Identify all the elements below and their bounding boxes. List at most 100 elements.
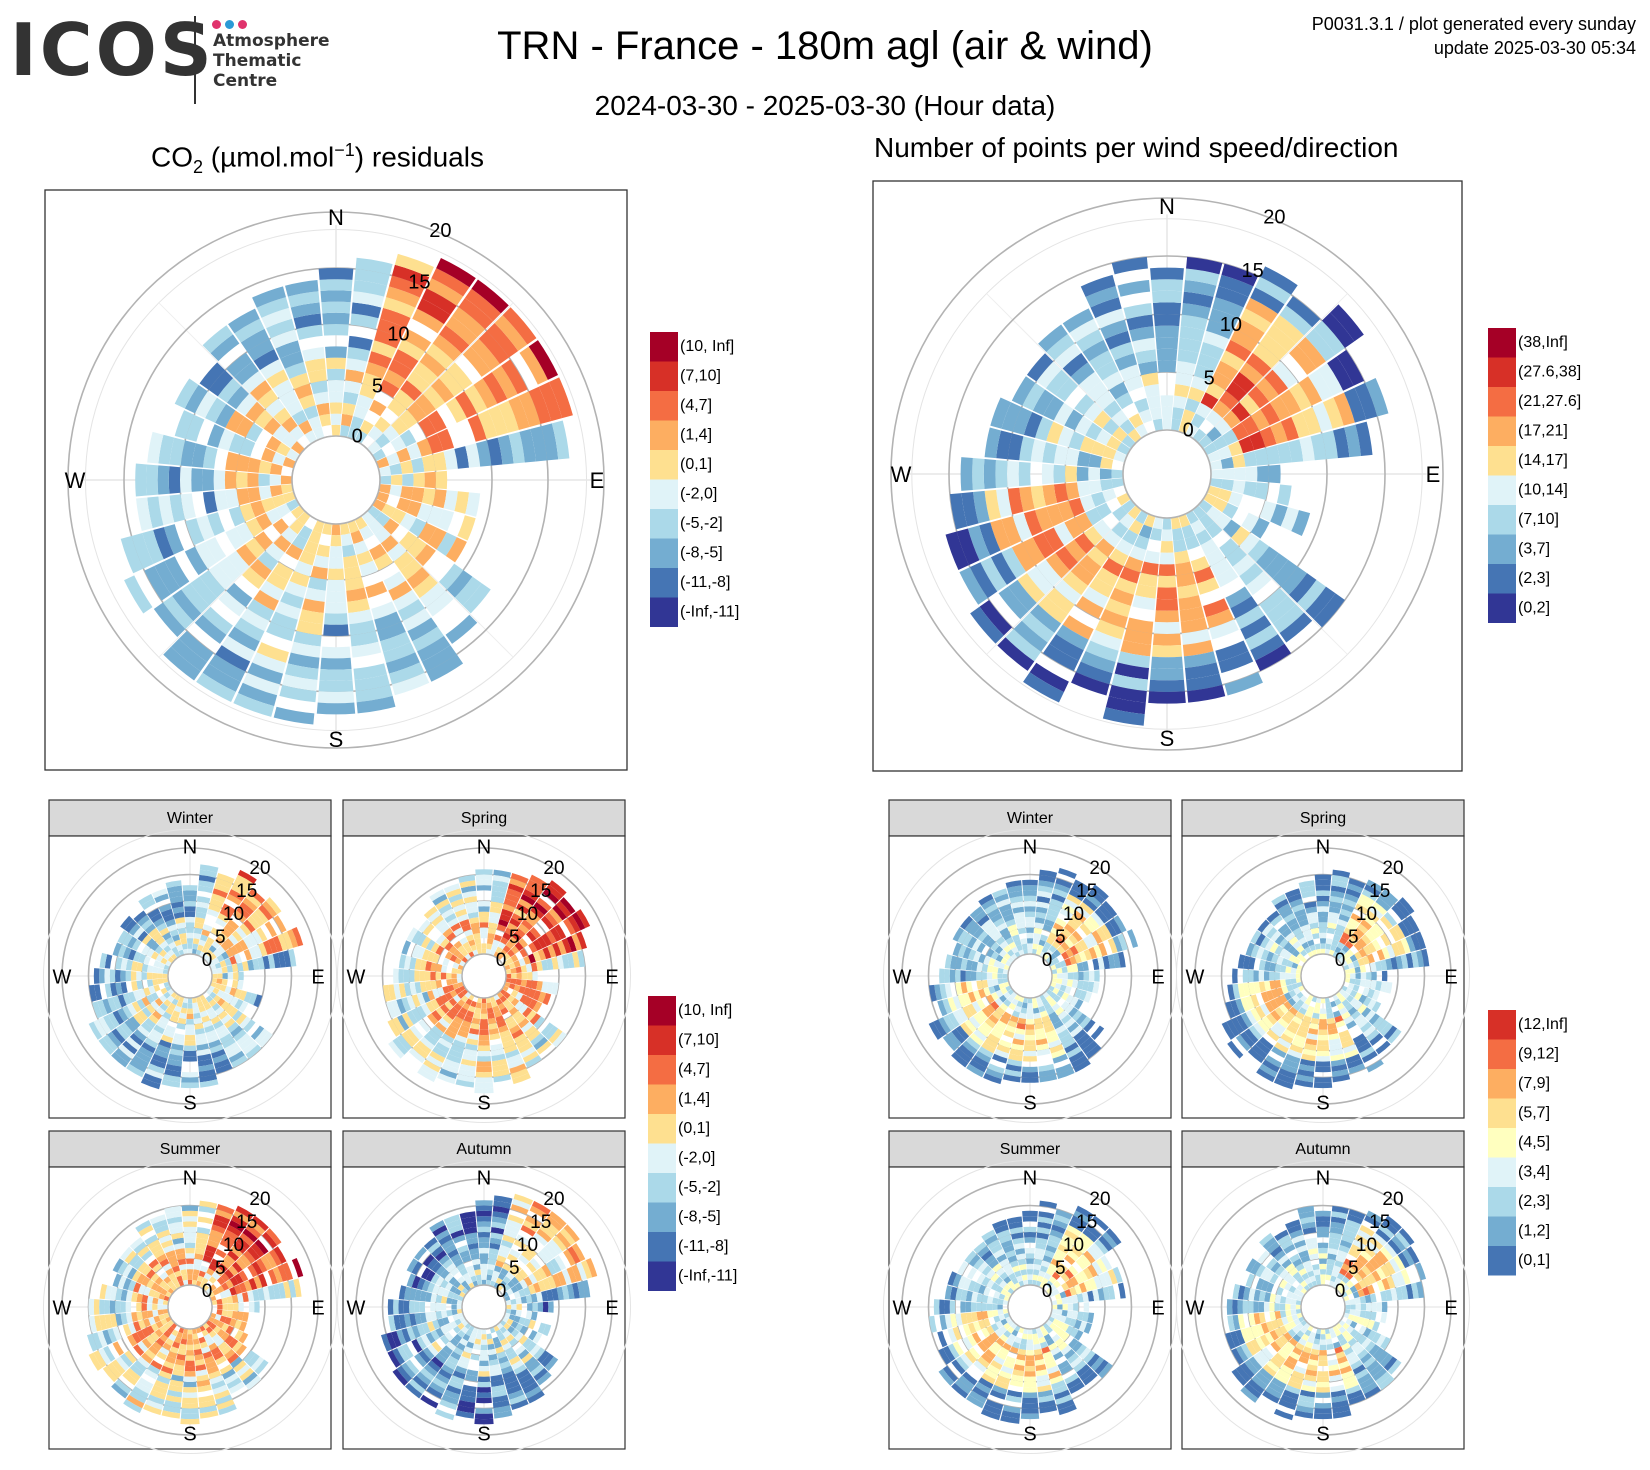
heat-cell — [1019, 1012, 1027, 1020]
heat-cell — [969, 906, 984, 919]
heat-cell — [505, 1300, 512, 1305]
heat-cell — [250, 1356, 265, 1371]
heat-cell — [162, 1011, 172, 1020]
heat-cell — [1221, 263, 1259, 287]
heat-cell — [163, 991, 171, 999]
heat-cell — [472, 949, 479, 957]
heat-cell — [1314, 1402, 1332, 1409]
heat-cell — [1218, 650, 1254, 674]
heat-cell — [1079, 436, 1096, 454]
heat-cell — [226, 582, 253, 608]
heat-cell — [272, 425, 289, 442]
heat-cell — [178, 1280, 185, 1288]
heat-cell — [556, 1271, 567, 1286]
heat-cell — [1320, 1279, 1326, 1286]
heat-cell — [1135, 349, 1157, 365]
heat-cell — [212, 1318, 220, 1326]
heat-cell — [1317, 1242, 1329, 1249]
heat-cell — [353, 280, 387, 297]
heat-cell — [209, 1312, 217, 1319]
heat-cell — [525, 979, 533, 989]
heat-cell — [532, 1270, 543, 1282]
heat-cell — [340, 522, 351, 535]
heat-cell — [267, 1285, 276, 1300]
heat-cell — [955, 969, 961, 983]
heat-cell — [520, 965, 528, 973]
heat-cell — [195, 1242, 207, 1250]
heat-cell — [999, 927, 1010, 937]
heat-cell — [996, 1044, 1011, 1054]
heat-cell — [1023, 411, 1043, 438]
heat-cell — [1231, 526, 1251, 546]
heat-cell — [186, 932, 194, 939]
heat-cell — [542, 946, 552, 960]
heat-cell — [1094, 908, 1109, 924]
heat-cell — [252, 286, 286, 308]
heat-cell — [152, 932, 162, 942]
heat-cell — [1064, 517, 1084, 539]
heat-cell — [1087, 981, 1095, 993]
heat-cell — [1190, 519, 1206, 535]
heat-cell — [466, 1038, 479, 1046]
heat-cell — [1126, 617, 1154, 634]
heat-cell — [293, 630, 322, 647]
heat-cell — [505, 978, 512, 983]
heat-cell — [192, 1279, 197, 1286]
heat-cell — [502, 1263, 512, 1272]
heat-cell — [102, 1329, 113, 1345]
heat-cell — [1103, 530, 1122, 548]
heat-cell — [1109, 587, 1134, 606]
facet-strip-label: Summer — [160, 1141, 221, 1158]
heat-cell — [153, 960, 161, 968]
heat-cell — [457, 953, 465, 961]
heat-cell — [141, 972, 147, 980]
heat-cell — [412, 308, 444, 334]
heat-cell — [136, 980, 144, 990]
heat-cell — [458, 297, 493, 330]
heat-cell — [499, 995, 507, 1003]
heat-cell — [137, 1341, 148, 1353]
speed-ring — [61, 847, 319, 1105]
heat-cell — [206, 908, 220, 918]
heat-cell — [1005, 628, 1042, 662]
heat-cell — [211, 969, 218, 974]
heat-cell — [206, 1239, 220, 1249]
heat-cell — [1022, 537, 1045, 566]
heat-cell — [1042, 1020, 1053, 1028]
heat-cell — [419, 959, 427, 971]
heat-cell — [999, 1002, 1009, 1012]
heat-cell — [280, 475, 293, 485]
logo-dot — [212, 20, 221, 29]
legend-label: (-8,-5] — [678, 1208, 721, 1225]
heat-cell — [192, 1274, 199, 1281]
heat-cell — [448, 1276, 458, 1286]
heat-cell — [426, 654, 464, 682]
heat-cell — [160, 957, 168, 965]
heat-cell — [947, 997, 958, 1012]
heat-cell — [141, 1303, 147, 1311]
heat-cell — [459, 880, 476, 889]
heat-cell — [1153, 314, 1181, 327]
heat-cell — [168, 1384, 183, 1393]
heat-cell — [541, 933, 552, 947]
heat-cell — [507, 949, 515, 958]
heat-cell — [1310, 433, 1327, 461]
heat-cell — [488, 1022, 498, 1030]
heat-cell — [1135, 510, 1149, 525]
heat-cell — [418, 919, 431, 933]
heat-cell — [186, 1258, 194, 1264]
heat-cell — [162, 932, 172, 941]
heat-cell — [330, 413, 342, 425]
heat-cell — [238, 939, 249, 951]
heat-cell — [960, 1022, 973, 1037]
heat-cell — [470, 338, 500, 371]
heat-cell — [990, 1000, 1000, 1011]
heat-cell — [209, 953, 217, 961]
heat-cell — [125, 959, 133, 971]
heat-cell — [435, 963, 443, 973]
heat-cell — [1111, 673, 1148, 692]
speed-ring — [1122, 429, 1212, 519]
heat-cell — [419, 582, 446, 608]
heat-cell — [1212, 497, 1228, 513]
heat-cell — [1183, 651, 1217, 668]
